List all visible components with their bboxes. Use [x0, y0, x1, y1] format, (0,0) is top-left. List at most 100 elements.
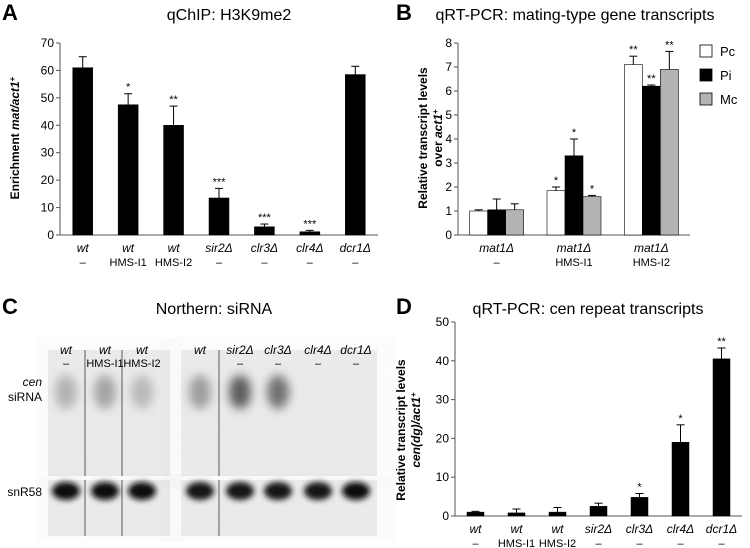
chart-d-ytick-label: 40 — [436, 354, 450, 368]
chart-b-category-sublabel: – — [494, 257, 501, 269]
snr58-band — [52, 482, 80, 500]
chart-d-bar — [507, 512, 526, 517]
chart-a-ytick-label: 20 — [41, 173, 55, 187]
chart-a-significance: *** — [258, 212, 272, 224]
chart-a-bar — [345, 74, 366, 236]
panel-letter-b: B — [396, 0, 412, 25]
chart-a-category-label: wt — [77, 241, 90, 255]
chart-d-bar — [589, 506, 608, 517]
chart-d-bar — [466, 511, 485, 517]
chart-b-ytick-label: 8 — [445, 36, 452, 50]
chart-b-significance: ** — [647, 73, 656, 85]
snr58-band — [304, 482, 332, 500]
chart-a-bar — [208, 197, 230, 236]
chart-a-category-label: wt — [122, 241, 135, 255]
chart-d: qRT-PCR: cen repeat transcripts Relative… — [394, 301, 742, 548]
chart-b-ytick-label: 2 — [445, 180, 452, 194]
chart-b-category-label: mat1Δ — [479, 241, 514, 255]
sirna-band — [94, 375, 116, 409]
chart-a-ytick-label: 0 — [47, 228, 54, 242]
chart-d-category-label: wt — [552, 522, 565, 536]
snr58-band — [264, 482, 292, 500]
chart-b-ylabel-line2-italic: act1 — [431, 114, 445, 138]
chart-b-ylabel-line2-sup: + — [431, 109, 440, 114]
chart-a-significance: *** — [303, 218, 317, 230]
chart-b-legend-label-pi: Pi — [720, 68, 732, 83]
chart-b-legend-swatch-pc — [699, 44, 713, 58]
snr58-band — [342, 482, 370, 500]
row-label-sirna: siRNA — [8, 390, 42, 404]
chart-d-ylabel-line2-sup: + — [409, 392, 418, 397]
chart-d-ytick-label: 0 — [442, 509, 449, 523]
snr58-band — [186, 482, 214, 500]
chart-d-category-sublabel: – — [636, 538, 643, 548]
blot-right-sirna-texture — [181, 350, 377, 476]
chart-a-ylabel: Enrichment mat/act1+ — [8, 76, 23, 199]
chart-a: qChIP: H3K9me2 Enrichment mat/act1+ 0 10 2… — [8, 7, 378, 269]
chart-b-bar-mc — [660, 69, 679, 236]
chart-b-bar-pi — [564, 155, 584, 236]
chart-d-category-label: wt — [470, 522, 483, 536]
chart-a-category-sublabel: – — [307, 257, 314, 269]
chart-d-ytick-label: 30 — [436, 393, 450, 407]
chart-a-category-label: clr3Δ — [251, 241, 278, 255]
chart-b-category-sublabel: HMS-I1 — [555, 257, 592, 269]
chart-b-ytick-label: 7 — [445, 60, 452, 74]
chart-b-bar-mc — [582, 196, 602, 236]
chart-b-legend-label-mc: Mc — [720, 92, 738, 107]
northern-blot: Northern: siRNA cen siRNA snR58 wt–wtHMS… — [7, 301, 377, 536]
snr58-band — [128, 482, 156, 500]
chart-d-bar — [671, 442, 690, 517]
chart-b-ylabel-line1: Relative transcript levels — [416, 67, 430, 209]
chart-a-category-sublabel: – — [261, 257, 268, 269]
chart-d-category-label: wt — [511, 522, 524, 536]
panel-letter-d: D — [396, 294, 412, 319]
chart-b-bar-pi — [487, 209, 506, 236]
chart-d-ytick-label: 50 — [436, 315, 450, 329]
northern-title: Northern: siRNA — [156, 301, 273, 318]
chart-b-ytick-label: 1 — [445, 204, 452, 218]
chart-b-title: qRT-PCR: mating-type gene transcripts — [436, 7, 715, 24]
chart-a-ylabel-text: Enrichment — [8, 130, 22, 199]
chart-b-ytick-label: 5 — [445, 108, 452, 122]
chart-b-significance: * — [590, 183, 595, 195]
chart-d-ylabel-line2: cen(dg)/act1+ — [409, 392, 424, 468]
lane-sublabel: – — [315, 358, 322, 370]
lane-sublabel: – — [63, 358, 70, 370]
chart-b-ytick-label: 0 — [445, 228, 452, 242]
chart-a-ytick-label: 60 — [41, 63, 55, 77]
lane-label: clr4Δ — [304, 343, 331, 357]
chart-b-ylabel-line2: over act1+ — [431, 109, 446, 167]
chart-a-category-sublabel: HMS-I1 — [110, 257, 147, 269]
chart-a-category-label: sir2Δ — [205, 241, 232, 255]
chart-d-significance: * — [637, 481, 642, 493]
sirna-band — [55, 375, 77, 409]
chart-b-category-label: mat1Δ — [634, 241, 669, 255]
chart-a-significance: ** — [169, 94, 178, 106]
chart-b-legend-label-pc: Pc — [720, 44, 736, 59]
chart-b: qRT-PCR: mating-type gene transcripts Re… — [416, 7, 738, 269]
lane-label: wt — [136, 343, 149, 357]
blot-left-sirna-texture — [48, 350, 170, 476]
chart-a-ylabel-sup: + — [8, 76, 17, 81]
chart-d-ylabel-line1: Relative transcript levels — [394, 359, 408, 501]
chart-d-category-label: clr4Δ — [667, 522, 694, 536]
chart-b-significance: ** — [665, 39, 674, 51]
chart-b-ylabel-line2-text: over — [431, 138, 445, 167]
chart-d-ylabel-line2-italic: cen(dg)/act1 — [409, 397, 423, 468]
snr58-band — [91, 482, 119, 500]
chart-b-category-sublabel: HMS-I2 — [633, 257, 670, 269]
chart-d-category-sublabel: – — [595, 538, 602, 548]
chart-a-category-sublabel: HMS-I2 — [155, 257, 192, 269]
panel-letter-a: A — [2, 0, 18, 25]
lane-sublabel: – — [275, 358, 282, 370]
chart-a-bar — [117, 104, 139, 236]
chart-d-ytick-label: 10 — [436, 470, 450, 484]
row-label-cen: cen — [23, 375, 43, 389]
chart-a-bar — [299, 231, 321, 236]
chart-a-significance: *** — [213, 176, 227, 188]
lane-label: clr3Δ — [264, 343, 291, 357]
chart-d-category-sublabel: – — [718, 538, 725, 548]
chart-a-ytick-label: 50 — [41, 91, 55, 105]
